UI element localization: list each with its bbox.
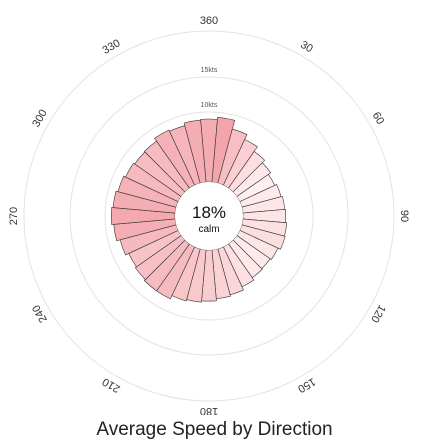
grid-ring xyxy=(104,111,314,321)
direction-label-0: 360 xyxy=(200,15,218,27)
direction-label-270: 270 xyxy=(8,207,20,225)
chart-bars xyxy=(111,116,288,303)
wind-rose-chart: 10kts 15kts 3603060901201501802102402703… xyxy=(8,15,410,415)
ring-label-10kts: 10kts xyxy=(201,102,218,109)
ring-label-15kts: 15kts xyxy=(201,67,218,74)
direction-label-180: 180 xyxy=(200,405,218,415)
calm-percent: 18% xyxy=(192,203,226,222)
grid-ring xyxy=(69,76,349,356)
calm-circle xyxy=(175,182,243,250)
chart-title: Average Speed by Direction xyxy=(96,419,333,440)
ring-labels: 10kts 15kts xyxy=(201,67,218,109)
direction-label-30: 30 xyxy=(298,39,315,56)
calm-label: calm xyxy=(198,224,219,235)
direction-label-90: 90 xyxy=(398,210,410,222)
direction-label-60: 60 xyxy=(370,110,387,127)
grid-ring xyxy=(23,30,395,402)
chart-grid xyxy=(23,30,395,402)
